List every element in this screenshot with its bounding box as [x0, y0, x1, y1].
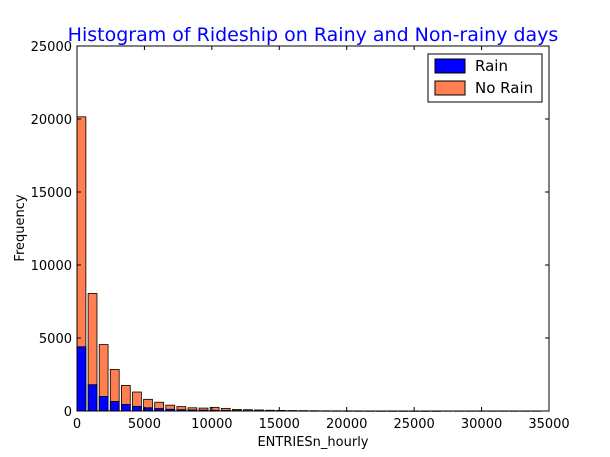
legend: Rain No Rain: [427, 53, 543, 103]
bar-rain-2: [98, 395, 109, 412]
y-tick-label-5: 25000: [31, 40, 72, 55]
x-tick-label-3: 15000: [259, 417, 300, 432]
legend-swatch-rain: [434, 58, 466, 74]
bars-layer: [76, 116, 542, 412]
bar-rain-4: [120, 404, 131, 412]
y-axis-label: Frequency: [13, 194, 28, 261]
y-tick-label-2: 10000: [31, 259, 72, 274]
x-tick-label-1: 5000: [128, 417, 161, 432]
x-axis-label: ENTRIESn_hourly: [257, 435, 368, 450]
legend-label-no-rain: No Rain: [475, 79, 533, 97]
bar-rain-5: [132, 405, 142, 412]
y-tick-label-1: 5000: [39, 332, 72, 347]
x-tick-label-0: 0: [73, 417, 81, 432]
plot-frame: [76, 45, 550, 412]
x-tick-label-5: 25000: [393, 417, 434, 432]
ticks-layer: 0 5000 10000 15000 20000 25000 30000 35000 0 5000…: [31, 40, 570, 432]
legend-swatch-no-rain: [434, 80, 466, 96]
y-tick-label-0: 0: [64, 405, 72, 420]
x-tick-label-6: 30000: [461, 417, 502, 432]
bar-rain-1: [87, 384, 98, 412]
legend-label-rain: Rain: [475, 57, 508, 75]
y-tick-label-3: 15000: [31, 186, 72, 201]
bar-rain-0: [76, 346, 87, 412]
x-tick-label-2: 10000: [191, 417, 232, 432]
chart-title: Histogram of Rideship on Rainy and Non-r…: [68, 24, 559, 46]
bar-rain-3: [109, 401, 120, 412]
x-tick-label-4: 20000: [326, 417, 367, 432]
y-tick-label-4: 20000: [31, 113, 72, 128]
x-tick-label-7: 35000: [528, 417, 569, 432]
